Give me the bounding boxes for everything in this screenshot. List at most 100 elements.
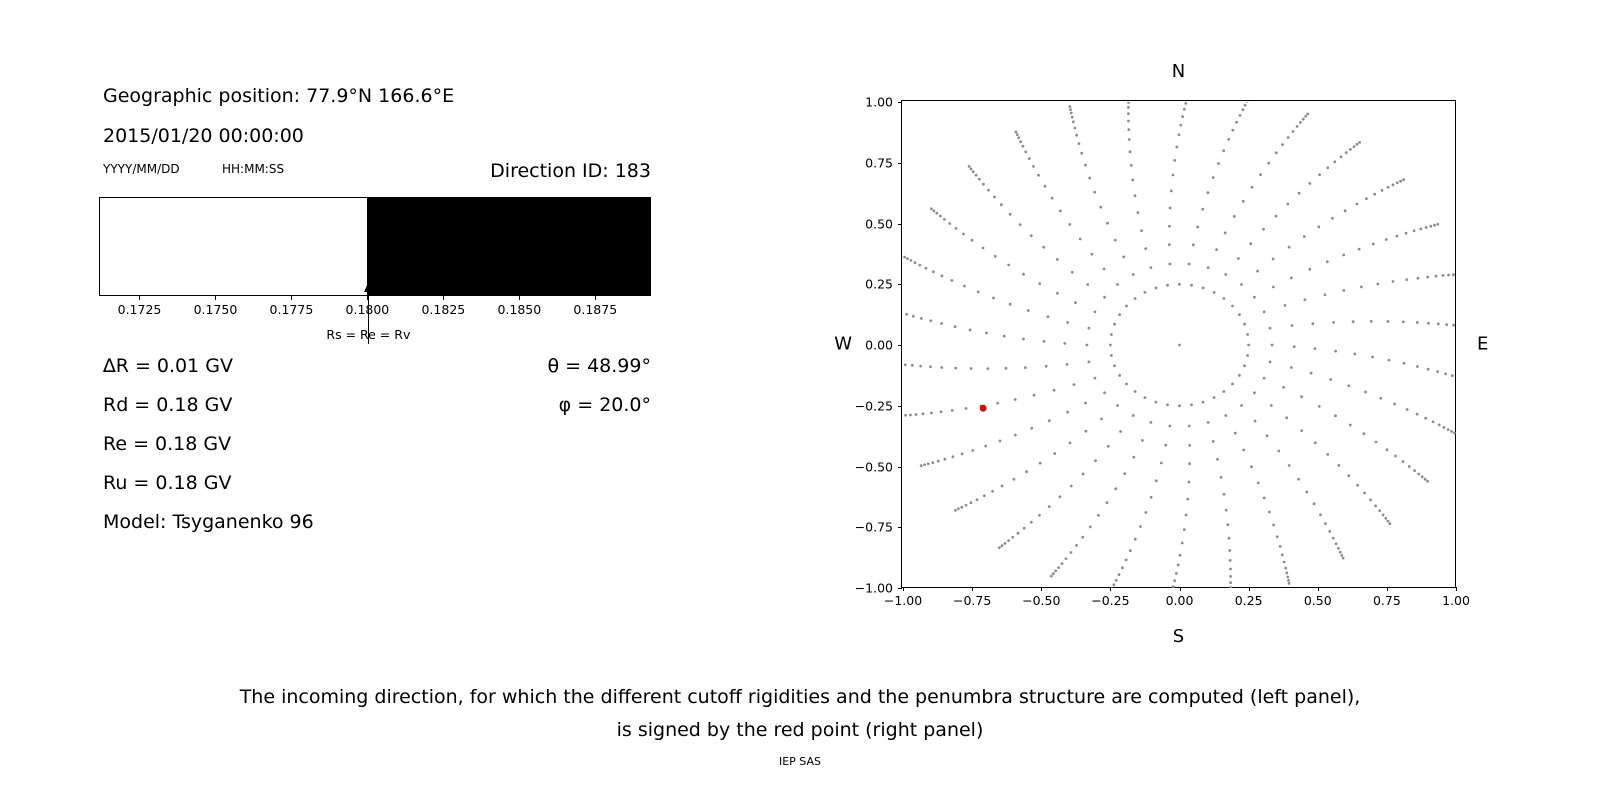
grid-dot [1029, 234, 1033, 238]
grid-dot [1059, 209, 1062, 213]
grid-dot [1317, 405, 1321, 408]
grid-dot [1318, 173, 1321, 177]
x-tick-label: 0.1850 [497, 302, 542, 317]
grid-dot [1125, 382, 1128, 386]
grid-dot [1173, 159, 1177, 162]
grid-dot [1238, 313, 1241, 316]
grid-dot [1238, 374, 1241, 377]
y-tick-label: −1.00 [854, 580, 893, 596]
grid-dot [1243, 103, 1247, 107]
grid-dot [1070, 270, 1074, 274]
grid-dot [1060, 562, 1064, 565]
grid-dot [1285, 571, 1289, 575]
grid-dot [1363, 491, 1366, 495]
grid-dot [909, 413, 912, 417]
y-tick-mark [898, 162, 902, 164]
grid-dot [1223, 231, 1227, 235]
grid-dot [1231, 304, 1234, 308]
grid-dot [1021, 144, 1025, 148]
grid-dot [1303, 298, 1307, 302]
grid-dot [1143, 291, 1147, 294]
grid-dot [1119, 430, 1122, 433]
grid-dot [1182, 107, 1186, 111]
grid-dot [1253, 295, 1256, 299]
grid-dot [1351, 320, 1355, 324]
grid-dot [1308, 182, 1312, 185]
grid-dot [1113, 238, 1117, 242]
model-label: Model: Tsyganenko 96 [103, 511, 314, 533]
grid-dot [1426, 367, 1430, 371]
grid-dot [1064, 557, 1068, 560]
grid-dot [1292, 345, 1296, 348]
grid-dot [1401, 460, 1405, 463]
grid-dot [1186, 497, 1190, 501]
penumbra-chart: 0.1725 0.1750 0.1775 0.1800 0.1825 0.1850 0.18… [99, 197, 651, 357]
grid-dot [905, 312, 908, 316]
grid-dot [1176, 563, 1180, 567]
grid-dot [1299, 121, 1302, 124]
grid-dot [1113, 322, 1116, 326]
grid-dot [1178, 343, 1181, 347]
grid-dot [1178, 282, 1181, 286]
grid-dot [1102, 267, 1106, 271]
grid-dot [982, 182, 985, 186]
grid-dot [996, 401, 999, 405]
grid-dot [1004, 366, 1008, 370]
grid-dot [1394, 454, 1397, 458]
grid-dot [1132, 455, 1136, 459]
grid-dot [1286, 202, 1290, 206]
grid-dot [1229, 581, 1232, 584]
grid-dot [1272, 523, 1275, 527]
y-tick-label: −0.25 [854, 398, 893, 414]
grid-dot [950, 279, 954, 282]
y-tick-label: 0.00 [865, 337, 893, 353]
geo-position-text: Geographic position: 77.9°N 166.6°E [103, 85, 455, 107]
x-tick-label: 0.00 [1165, 593, 1194, 608]
grid-dot [1380, 189, 1384, 192]
grid-dot [1149, 495, 1153, 499]
grid-dot [1246, 354, 1249, 357]
grid-dot [1337, 546, 1340, 550]
grid-dot [1024, 366, 1027, 369]
x-tick-mark [1179, 587, 1181, 591]
grid-dot [1047, 419, 1051, 423]
grid-dot [1012, 477, 1016, 481]
x-tick-mark [290, 296, 292, 300]
grid-dot [1226, 523, 1230, 527]
time-format-label: HH:MM:SS [222, 162, 285, 176]
grid-dot [1338, 550, 1342, 554]
grid-dot [903, 363, 907, 367]
grid-dot [1419, 227, 1423, 231]
grid-dot [1323, 293, 1327, 297]
grid-dot [1055, 258, 1059, 261]
grid-dot [954, 366, 958, 370]
grid-dot [1269, 404, 1273, 407]
x-tick-mark [1110, 587, 1112, 591]
grid-dot [1117, 573, 1121, 576]
grid-dot [1002, 334, 1006, 338]
x-tick-label: 0.1725 [117, 302, 162, 317]
grid-dot [1272, 285, 1275, 289]
x-tick-label: 0.1750 [193, 302, 238, 317]
grid-dot [1362, 432, 1366, 436]
grid-dot [1328, 530, 1332, 533]
rigidity-values: ∆R = 0.01 GV Rd = 0.18 GV Re = 0.18 GV R… [103, 355, 314, 550]
grid-dot [1237, 257, 1240, 260]
grid-dot [1344, 151, 1348, 155]
grid-dot [904, 413, 907, 417]
grid-dot [1085, 343, 1089, 347]
grid-dot [1355, 142, 1359, 146]
grid-dot [1038, 461, 1042, 465]
y-tick-label: 0.25 [865, 276, 893, 292]
grid-dot [1395, 181, 1399, 185]
grid-dot [1171, 173, 1175, 177]
grid-dot [1191, 243, 1195, 247]
grid-dot [1302, 235, 1306, 238]
grid-dot [1222, 492, 1226, 496]
grid-dot [1013, 398, 1017, 401]
grid-dot [1164, 443, 1168, 447]
penumbra-bar [99, 197, 651, 296]
grid-dot [1026, 309, 1030, 312]
grid-dot [1337, 464, 1341, 467]
grid-dot [1084, 401, 1087, 405]
